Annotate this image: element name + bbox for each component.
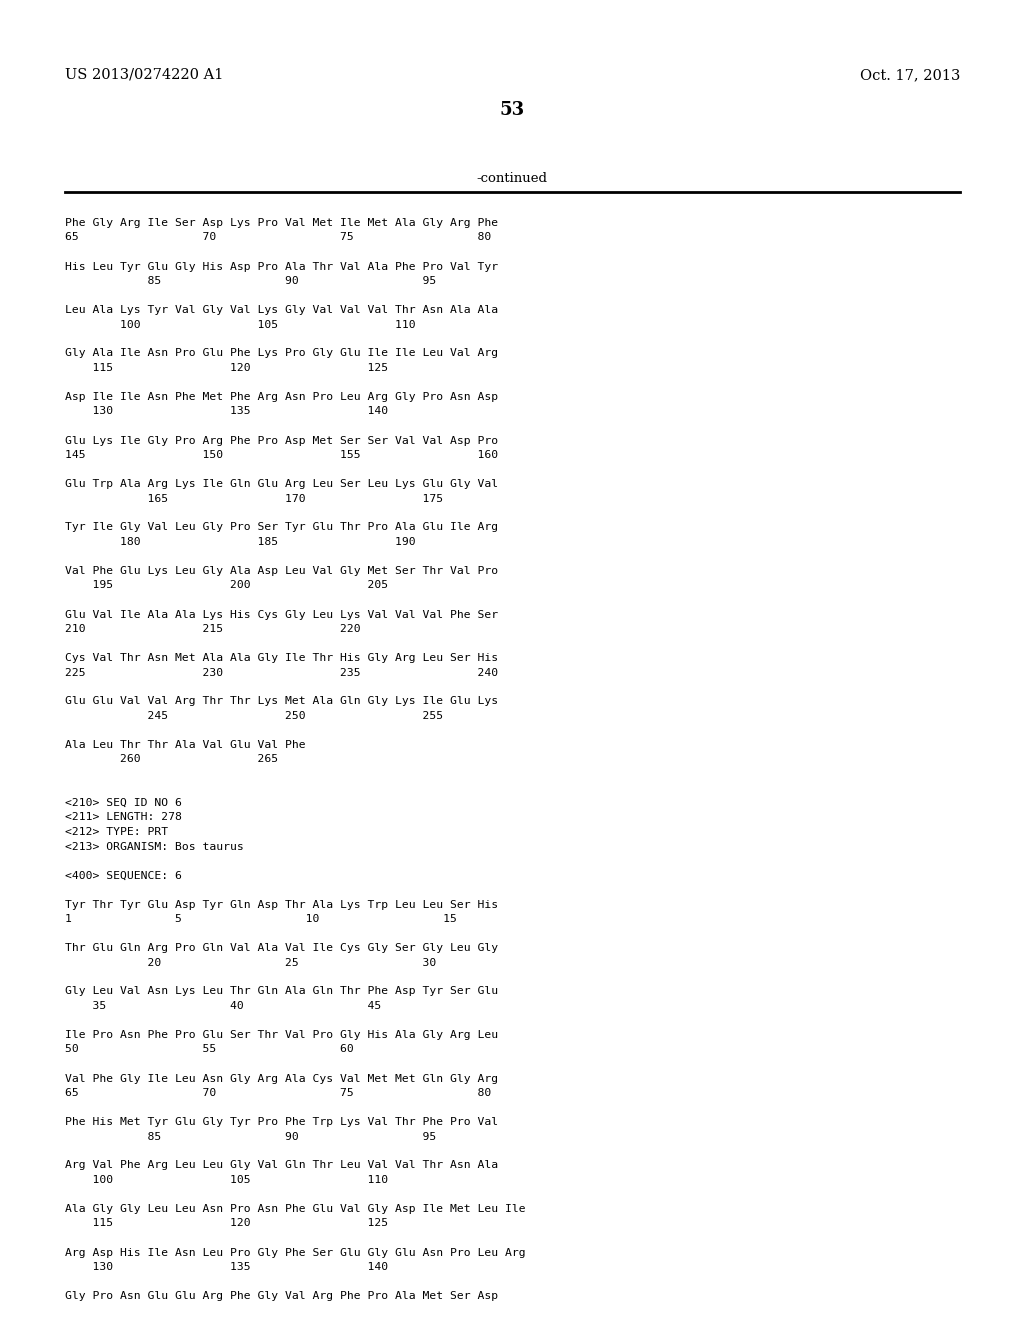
Text: <400> SEQUENCE: 6: <400> SEQUENCE: 6 — [65, 870, 182, 880]
Text: 85                  90                  95: 85 90 95 — [65, 276, 436, 286]
Text: His Leu Tyr Glu Gly His Asp Pro Ala Thr Val Ala Phe Pro Val Tyr: His Leu Tyr Glu Gly His Asp Pro Ala Thr … — [65, 261, 498, 272]
Text: Gly Pro Asn Glu Glu Arg Phe Gly Val Arg Phe Pro Ala Met Ser Asp: Gly Pro Asn Glu Glu Arg Phe Gly Val Arg … — [65, 1291, 498, 1302]
Text: <210> SEQ ID NO 6: <210> SEQ ID NO 6 — [65, 799, 182, 808]
Text: 100                 105                 110: 100 105 110 — [65, 1175, 388, 1185]
Text: <212> TYPE: PRT: <212> TYPE: PRT — [65, 828, 168, 837]
Text: 100                 105                 110: 100 105 110 — [65, 319, 416, 330]
Text: Thr Glu Gln Arg Pro Gln Val Ala Val Ile Cys Gly Ser Gly Leu Gly: Thr Glu Gln Arg Pro Gln Val Ala Val Ile … — [65, 942, 498, 953]
Text: Arg Val Phe Arg Leu Leu Gly Val Gln Thr Leu Val Val Thr Asn Ala: Arg Val Phe Arg Leu Leu Gly Val Gln Thr … — [65, 1160, 498, 1171]
Text: Asp Ile Ile Asn Phe Met Phe Arg Asn Pro Leu Arg Gly Pro Asn Asp: Asp Ile Ile Asn Phe Met Phe Arg Asn Pro … — [65, 392, 498, 403]
Text: 50                  55                  60: 50 55 60 — [65, 1044, 353, 1055]
Text: Leu Ala Lys Tyr Val Gly Val Lys Gly Val Val Val Thr Asn Ala Ala: Leu Ala Lys Tyr Val Gly Val Lys Gly Val … — [65, 305, 498, 315]
Text: <213> ORGANISM: Bos taurus: <213> ORGANISM: Bos taurus — [65, 842, 244, 851]
Text: Phe His Met Tyr Glu Gly Tyr Pro Phe Trp Lys Val Thr Phe Pro Val: Phe His Met Tyr Glu Gly Tyr Pro Phe Trp … — [65, 1117, 498, 1127]
Text: Ile Pro Asn Phe Pro Glu Ser Thr Val Pro Gly His Ala Gly Arg Leu: Ile Pro Asn Phe Pro Glu Ser Thr Val Pro … — [65, 1030, 498, 1040]
Text: 145                 150                 155                 160: 145 150 155 160 — [65, 450, 498, 459]
Text: -continued: -continued — [476, 172, 548, 185]
Text: 65                  70                  75                  80: 65 70 75 80 — [65, 232, 492, 243]
Text: 85                  90                  95: 85 90 95 — [65, 1131, 436, 1142]
Text: Tyr Thr Tyr Glu Asp Tyr Gln Asp Thr Ala Lys Trp Leu Leu Ser His: Tyr Thr Tyr Glu Asp Tyr Gln Asp Thr Ala … — [65, 899, 498, 909]
Text: 115                 120                 125: 115 120 125 — [65, 363, 388, 374]
Text: Ala Leu Thr Thr Ala Val Glu Val Phe: Ala Leu Thr Thr Ala Val Glu Val Phe — [65, 741, 305, 750]
Text: 210                 215                 220: 210 215 220 — [65, 624, 360, 634]
Text: 225                 230                 235                 240: 225 230 235 240 — [65, 668, 498, 677]
Text: Phe Gly Arg Ile Ser Asp Lys Pro Val Met Ile Met Ala Gly Arg Phe: Phe Gly Arg Ile Ser Asp Lys Pro Val Met … — [65, 218, 498, 228]
Text: Cys Val Thr Asn Met Ala Ala Gly Ile Thr His Gly Arg Leu Ser His: Cys Val Thr Asn Met Ala Ala Gly Ile Thr … — [65, 653, 498, 663]
Text: 35                  40                  45: 35 40 45 — [65, 1001, 381, 1011]
Text: 130                 135                 140: 130 135 140 — [65, 407, 388, 417]
Text: Tyr Ile Gly Val Leu Gly Pro Ser Tyr Glu Thr Pro Ala Glu Ile Arg: Tyr Ile Gly Val Leu Gly Pro Ser Tyr Glu … — [65, 523, 498, 532]
Text: 260                 265: 260 265 — [65, 755, 279, 764]
Text: 1               5                  10                  15: 1 5 10 15 — [65, 913, 457, 924]
Text: 165                 170                 175: 165 170 175 — [65, 494, 443, 503]
Text: Gly Ala Ile Asn Pro Glu Phe Lys Pro Gly Glu Ile Ile Leu Val Arg: Gly Ala Ile Asn Pro Glu Phe Lys Pro Gly … — [65, 348, 498, 359]
Text: Glu Val Ile Ala Ala Lys His Cys Gly Leu Lys Val Val Val Phe Ser: Glu Val Ile Ala Ala Lys His Cys Gly Leu … — [65, 610, 498, 619]
Text: Val Phe Gly Ile Leu Asn Gly Arg Ala Cys Val Met Met Gln Gly Arg: Val Phe Gly Ile Leu Asn Gly Arg Ala Cys … — [65, 1073, 498, 1084]
Text: Ala Gly Gly Leu Leu Asn Pro Asn Phe Glu Val Gly Asp Ile Met Leu Ile: Ala Gly Gly Leu Leu Asn Pro Asn Phe Glu … — [65, 1204, 525, 1214]
Text: <211> LENGTH: 278: <211> LENGTH: 278 — [65, 813, 182, 822]
Text: Oct. 17, 2013: Oct. 17, 2013 — [859, 69, 961, 82]
Text: 130                 135                 140: 130 135 140 — [65, 1262, 388, 1272]
Text: 245                 250                 255: 245 250 255 — [65, 711, 443, 721]
Text: 65                  70                  75                  80: 65 70 75 80 — [65, 1088, 492, 1098]
Text: 180                 185                 190: 180 185 190 — [65, 537, 416, 546]
Text: Glu Lys Ile Gly Pro Arg Phe Pro Asp Met Ser Ser Val Val Asp Pro: Glu Lys Ile Gly Pro Arg Phe Pro Asp Met … — [65, 436, 498, 446]
Text: US 2013/0274220 A1: US 2013/0274220 A1 — [65, 69, 223, 82]
Text: Gly Leu Val Asn Lys Leu Thr Gln Ala Gln Thr Phe Asp Tyr Ser Glu: Gly Leu Val Asn Lys Leu Thr Gln Ala Gln … — [65, 986, 498, 997]
Text: Val Phe Glu Lys Leu Gly Ala Asp Leu Val Gly Met Ser Thr Val Pro: Val Phe Glu Lys Leu Gly Ala Asp Leu Val … — [65, 566, 498, 576]
Text: 20                  25                  30: 20 25 30 — [65, 957, 436, 968]
Text: Glu Trp Ala Arg Lys Ile Gln Glu Arg Leu Ser Leu Lys Glu Gly Val: Glu Trp Ala Arg Lys Ile Gln Glu Arg Leu … — [65, 479, 498, 488]
Text: Glu Glu Val Val Arg Thr Thr Lys Met Ala Gln Gly Lys Ile Glu Lys: Glu Glu Val Val Arg Thr Thr Lys Met Ala … — [65, 697, 498, 706]
Text: 195                 200                 205: 195 200 205 — [65, 581, 388, 590]
Text: 53: 53 — [500, 102, 524, 119]
Text: Arg Asp His Ile Asn Leu Pro Gly Phe Ser Glu Gly Glu Asn Pro Leu Arg: Arg Asp His Ile Asn Leu Pro Gly Phe Ser … — [65, 1247, 525, 1258]
Text: 115                 120                 125: 115 120 125 — [65, 1218, 388, 1229]
